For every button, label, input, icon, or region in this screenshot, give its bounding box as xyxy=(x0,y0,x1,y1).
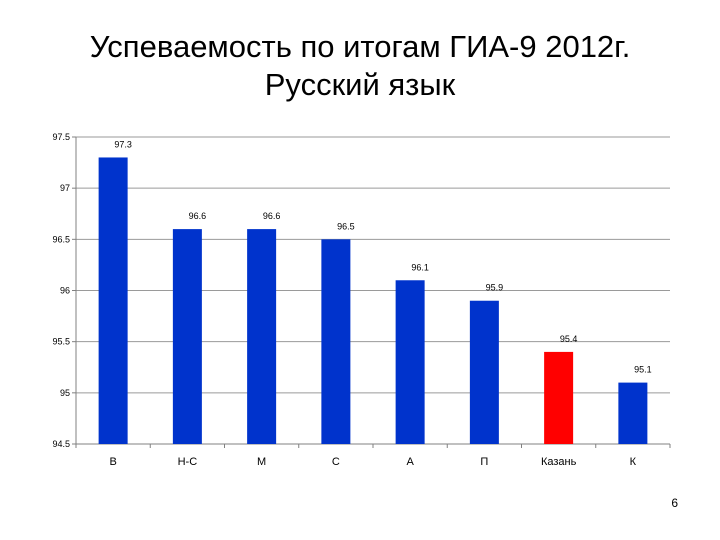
y-tick-label: 95.5 xyxy=(52,337,70,347)
slide-number: 6 xyxy=(671,496,678,510)
bar-7 xyxy=(544,351,574,444)
data-label: 97.3 xyxy=(114,139,132,149)
bar-6 xyxy=(469,300,499,444)
title-line-2: Русский язык xyxy=(264,67,456,102)
chart-title: Успеваемость по итогам ГИА-9 2012г. Русс… xyxy=(0,28,720,104)
data-label: 96.6 xyxy=(263,211,281,221)
x-tick-label: А xyxy=(406,456,414,468)
data-label: 95.4 xyxy=(560,334,578,344)
x-tick-label: В xyxy=(109,456,116,468)
x-tick-label: М xyxy=(257,456,266,468)
data-label: 96.5 xyxy=(337,221,355,231)
data-label: 96.6 xyxy=(189,211,207,221)
y-tick-label: 96 xyxy=(60,286,70,296)
x-tick-label: П xyxy=(480,456,488,468)
data-label: 95.9 xyxy=(486,283,504,293)
bar-5 xyxy=(395,280,425,444)
y-tick-label: 97.5 xyxy=(52,132,70,142)
bar-3 xyxy=(247,229,277,444)
label-layer: 97.3 В 96.6 Н-С 96.6 М 96.5 С 96.1 А 95.9 П 95.4 Каза… xyxy=(109,139,651,468)
bar-4 xyxy=(321,239,351,444)
x-tick-label: К xyxy=(630,456,637,468)
x-tick-label: С xyxy=(332,456,340,468)
data-label: 96.1 xyxy=(411,262,429,272)
y-tick-label: 95 xyxy=(60,388,70,398)
data-label: 95.1 xyxy=(634,365,652,375)
x-tick-label: Н-С xyxy=(178,456,198,468)
title-line-1: Успеваемость по итогам ГИА-9 2012г. xyxy=(89,29,631,64)
y-tick-label: 97 xyxy=(60,183,70,193)
bar-2 xyxy=(172,229,202,444)
y-tick-label: 94.5 xyxy=(52,439,70,449)
grid-layer xyxy=(76,136,670,445)
bar-1 xyxy=(98,157,128,444)
bar-8 xyxy=(618,382,648,444)
x-tick-label: Казань xyxy=(541,456,577,468)
y-tick-label: 96.5 xyxy=(52,234,70,244)
bar-layer xyxy=(98,157,648,444)
